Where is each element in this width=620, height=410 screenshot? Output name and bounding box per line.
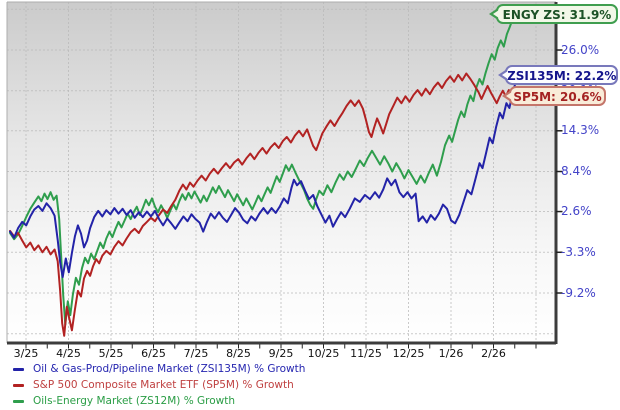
callout-pointer-fill [506, 92, 512, 100]
legend-dash-icon [13, 367, 24, 371]
y-tick-label: 26.0% [561, 42, 600, 57]
x-axis-label: 8/25 [226, 347, 251, 360]
legend-item-SP5M: S&P 500 Composite Market ETF (SP5M) % Gr… [13, 377, 305, 393]
x-axis-label: 5/25 [98, 347, 124, 360]
y-tick-label: 2.6% [561, 204, 592, 219]
y-tick-label: 8.4% [561, 164, 592, 178]
y-tick-label: 14.3% [561, 123, 600, 138]
legend-item-ZSI135M: Oil & Gas-Prod/Pipeline Market (ZSI135M)… [13, 361, 305, 377]
y-tick-label: -3.3% [561, 244, 596, 259]
callout-pointer-fill [502, 71, 508, 79]
x-axis-label: 4/25 [56, 347, 81, 360]
callout-badge-ENGY-ZS: ENGY ZS: 31.9% [489, 4, 618, 24]
x-axis-label: 12/25 [392, 347, 425, 360]
x-axis-label: 9/25 [268, 347, 294, 360]
series-line-ZS12M [9, 8, 518, 326]
x-axis-label: 7/25 [183, 347, 209, 360]
legend-item-ZS12M: Oils-Energy Market (ZS12M) % Growth [13, 393, 305, 409]
series-line-ZSI135M [9, 75, 518, 279]
y-tick-label: -9.2% [561, 285, 596, 300]
x-axis-label: 10/25 [307, 347, 340, 360]
x-axis-label: 3/25 [13, 347, 39, 360]
x-axis-label: 1/26 [438, 347, 464, 360]
legend: Oil & Gas-Prod/Pipeline Market (ZSI135M)… [13, 361, 305, 409]
legend-label: Oils-Energy Market (ZS12M) % Growth [33, 395, 236, 407]
callout-pointer-fill [493, 10, 499, 18]
x-axis-label: 11/25 [350, 347, 382, 360]
callout-badge-SP5M: SP5M: 20.6% [502, 86, 606, 106]
x-axis-label: 6/25 [141, 347, 166, 360]
legend-label: Oil & Gas-Prod/Pipeline Market (ZSI135M)… [33, 363, 306, 375]
series-line-SP5M [9, 72, 518, 337]
x-axis-label: 2/26 [481, 347, 506, 360]
callout-badge-ZSI135M: ZSI135M: 22.2% [498, 65, 618, 85]
legend-dash-icon [13, 399, 24, 403]
legend-dash-icon [13, 383, 24, 387]
legend-label: S&P 500 Composite Market ETF (SP5M) % Gr… [33, 379, 294, 391]
